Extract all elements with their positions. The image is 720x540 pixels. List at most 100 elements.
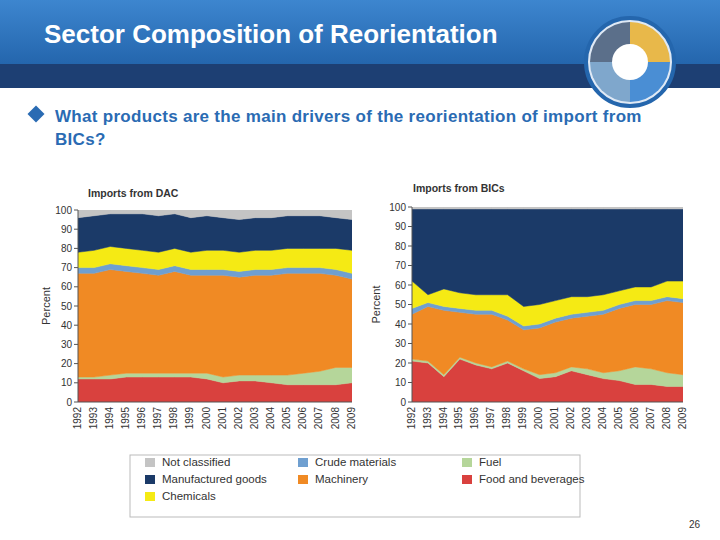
x-tick-label: 2003 [581,407,592,430]
y-tick [74,306,78,307]
y-tick [74,267,78,268]
y-tick [408,343,412,344]
y-tick-label: 50 [61,301,73,312]
y-tick [408,207,412,208]
y-tick-label: 40 [395,319,407,330]
y-tick-label: 80 [61,243,73,254]
legend-swatch [462,475,472,484]
legend-swatch [298,475,308,484]
y-tick-label: 0 [66,397,72,408]
areas [78,210,352,402]
areas [412,207,683,402]
y-tick [408,402,412,403]
x-tick-label: 1994 [104,407,115,430]
y-tick [74,363,78,364]
legend-label: Chemicals [162,490,216,502]
legend-label: Not classified [162,456,230,468]
y-tick-label: 0 [400,397,406,408]
x-tick-label: 1995 [120,407,131,430]
x-tick-label: 1999 [517,407,528,430]
x-tick-label: 2000 [201,407,212,430]
chart-title: Imports from DAC [88,187,179,199]
y-tick [74,325,78,326]
chart: Imports from DACPercent01020304050607080… [40,187,357,429]
y-axis-label: Percent [370,286,382,324]
y-tick [408,304,412,305]
y-axis-label: Percent [40,287,52,325]
y-tick [408,226,412,227]
x-tick-label: 2001 [549,407,560,430]
x-tick-label: 2007 [645,407,656,430]
y-tick [74,248,78,249]
x-tick-label: 1993 [422,407,433,430]
legend-swatch [298,458,308,467]
slide: Sector Composition of Reorientation26Imp… [0,0,720,540]
y-tick-label: 10 [395,377,407,388]
x-tick-label: 1997 [485,407,496,430]
y-tick-label: 90 [395,221,407,232]
x-tick-label: 1996 [136,407,147,430]
y-tick-label: 60 [395,280,407,291]
x-tick-label: 2008 [661,407,672,430]
y-tick-label: 30 [395,338,407,349]
x-tick-label: 2000 [533,407,544,430]
y-tick-label: 20 [395,358,407,369]
chart: Imports from BICsPercent0102030405060708… [370,182,688,429]
x-tick-label: 2005 [613,407,624,430]
y-tick [408,324,412,325]
header-band [0,0,720,64]
legend-swatch [462,458,472,467]
legend-swatch [145,458,155,467]
x-tick-label: 1993 [88,407,99,430]
x-tick-label: 2001 [217,407,228,430]
legend-label: Crude materials [315,456,396,468]
legend-label: Fuel [479,456,501,468]
legend: Food and beverages Fuel Machinery Crude mat… [130,455,585,517]
y-tick-label: 70 [395,260,407,271]
legend-swatch [145,492,155,501]
x-tick-label: 1999 [184,407,195,430]
question: What products are the main drivers of th… [55,105,695,151]
x-tick-label: 2002 [233,407,244,430]
canvas: Sector Composition of Reorientation26Imp… [0,0,720,540]
area [78,210,352,220]
chart-title: Imports from BICs [413,182,505,194]
y-tick-label: 100 [55,205,72,216]
x-tick-label: 2005 [281,407,292,430]
x-tick-label: 1998 [168,407,179,430]
y-tick [74,210,78,211]
area [412,209,683,307]
area [412,207,683,209]
y-tick-label: 70 [61,262,73,273]
x-axis-line [78,402,352,403]
x-tick-label: 1996 [469,407,480,430]
x-tick-label: 1997 [152,407,163,430]
x-tick-label: 1992 [72,407,83,430]
area [78,214,352,252]
x-tick-label: 2006 [297,407,308,430]
y-tick [74,344,78,345]
x-axis-line [412,402,683,403]
y-tick [74,382,78,383]
y-tick [408,265,412,266]
y-tick [74,229,78,230]
page-number: 26 [689,519,701,530]
y-tick-label: 20 [61,358,73,369]
x-tick-label: 1995 [453,407,464,430]
y-tick-label: 30 [61,339,73,350]
y-tick [408,363,412,364]
legend-label: Food and beverages [479,473,585,485]
area [78,270,352,378]
y-tick-label: 100 [389,202,406,213]
x-tick-label: 1992 [406,407,417,430]
y-tick [408,285,412,286]
x-tick-label: 2003 [249,407,260,430]
y-tick-label: 80 [395,241,407,252]
legend-label: Machinery [315,473,368,485]
bullet [28,106,45,123]
x-tick-label: 1998 [501,407,512,430]
y-tick [74,402,78,403]
y-tick [408,382,412,383]
logo-center [612,44,648,80]
x-tick-label: 2009 [677,407,688,430]
